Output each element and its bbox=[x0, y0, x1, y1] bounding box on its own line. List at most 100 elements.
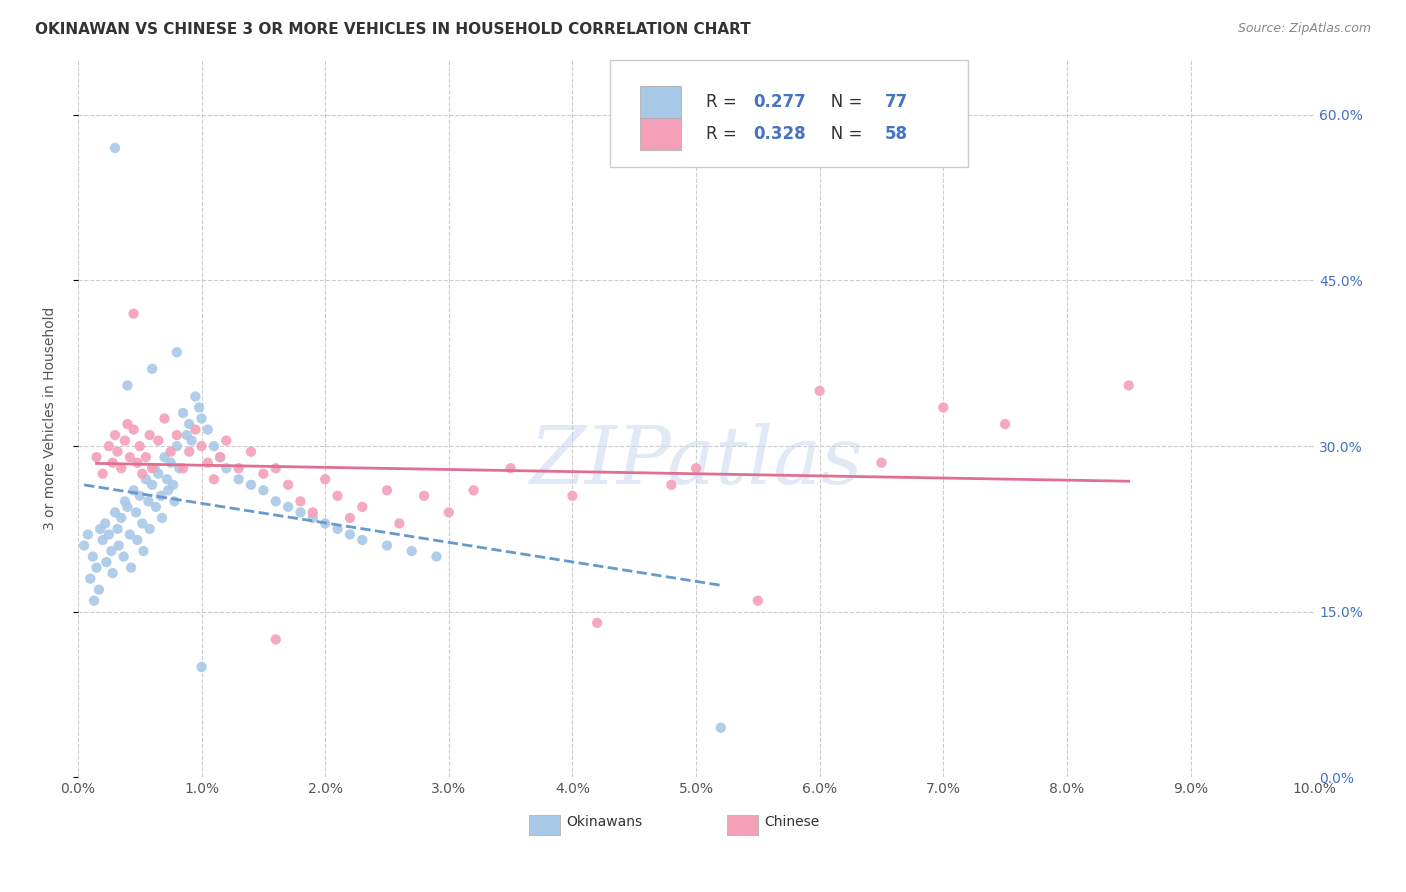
Point bbox=[326, 489, 349, 503]
Point bbox=[114, 434, 136, 448]
Point bbox=[122, 423, 145, 437]
Point bbox=[107, 539, 129, 553]
Point bbox=[1118, 378, 1140, 392]
Point bbox=[179, 444, 201, 458]
Point bbox=[145, 500, 167, 514]
Point bbox=[122, 483, 145, 498]
Point bbox=[96, 555, 118, 569]
Point bbox=[172, 461, 194, 475]
Text: N =: N = bbox=[814, 125, 868, 143]
Point bbox=[710, 721, 733, 735]
Text: 58: 58 bbox=[886, 125, 908, 143]
Point bbox=[166, 439, 188, 453]
Point bbox=[264, 632, 287, 647]
Point bbox=[326, 522, 349, 536]
Point bbox=[190, 439, 212, 453]
Point bbox=[932, 401, 955, 415]
Point bbox=[159, 456, 181, 470]
Point bbox=[138, 522, 160, 536]
Point bbox=[153, 450, 176, 465]
Point bbox=[132, 544, 155, 558]
Point bbox=[375, 539, 398, 553]
Point bbox=[107, 522, 129, 536]
Y-axis label: 3 or more Vehicles in Household: 3 or more Vehicles in Household bbox=[44, 307, 58, 530]
Point bbox=[301, 511, 323, 525]
Point bbox=[101, 566, 124, 581]
Point bbox=[110, 511, 132, 525]
Point bbox=[463, 483, 485, 498]
Point bbox=[388, 516, 411, 531]
Point bbox=[79, 572, 101, 586]
Point bbox=[117, 500, 139, 514]
Point bbox=[104, 505, 127, 519]
Point bbox=[339, 511, 361, 525]
Point bbox=[100, 544, 122, 558]
Point bbox=[202, 472, 225, 486]
Point bbox=[141, 461, 163, 475]
Text: Chinese: Chinese bbox=[763, 815, 820, 829]
Point bbox=[73, 539, 96, 553]
Point bbox=[120, 560, 142, 574]
FancyBboxPatch shape bbox=[529, 814, 560, 835]
Point bbox=[86, 560, 108, 574]
Point bbox=[148, 467, 170, 481]
Point bbox=[314, 516, 336, 531]
Point bbox=[586, 615, 609, 630]
Point bbox=[125, 505, 148, 519]
Point bbox=[101, 456, 124, 470]
Point bbox=[83, 593, 105, 607]
Point bbox=[150, 511, 173, 525]
Point bbox=[425, 549, 447, 564]
Text: N =: N = bbox=[814, 94, 868, 112]
FancyBboxPatch shape bbox=[640, 87, 682, 119]
Point bbox=[659, 477, 682, 491]
Point bbox=[197, 456, 219, 470]
Point bbox=[197, 423, 219, 437]
Point bbox=[228, 461, 250, 475]
Text: R =: R = bbox=[706, 94, 742, 112]
Point bbox=[91, 467, 114, 481]
Point bbox=[870, 456, 893, 470]
Point bbox=[86, 450, 108, 465]
Point bbox=[138, 428, 160, 442]
Point bbox=[127, 533, 149, 547]
Point bbox=[301, 505, 323, 519]
Point bbox=[290, 505, 312, 519]
Point bbox=[141, 361, 163, 376]
Point bbox=[215, 461, 238, 475]
Point bbox=[128, 489, 150, 503]
Point bbox=[413, 489, 436, 503]
Point bbox=[166, 345, 188, 359]
Point bbox=[202, 439, 225, 453]
Point bbox=[277, 500, 299, 514]
Point bbox=[808, 384, 831, 398]
Point bbox=[277, 477, 299, 491]
Point bbox=[180, 434, 202, 448]
Point bbox=[437, 505, 460, 519]
Text: 77: 77 bbox=[886, 94, 908, 112]
Text: Source: ZipAtlas.com: Source: ZipAtlas.com bbox=[1237, 22, 1371, 36]
FancyBboxPatch shape bbox=[640, 118, 682, 150]
Text: R =: R = bbox=[706, 125, 742, 143]
Point bbox=[114, 494, 136, 508]
Text: Okinawans: Okinawans bbox=[567, 815, 643, 829]
Point bbox=[157, 483, 180, 498]
Point bbox=[128, 439, 150, 453]
Text: OKINAWAN VS CHINESE 3 OR MORE VEHICLES IN HOUSEHOLD CORRELATION CHART: OKINAWAN VS CHINESE 3 OR MORE VEHICLES I… bbox=[35, 22, 751, 37]
Point bbox=[209, 450, 232, 465]
Point bbox=[184, 423, 207, 437]
Point bbox=[314, 472, 336, 486]
Point bbox=[240, 444, 263, 458]
Point bbox=[264, 494, 287, 508]
Point bbox=[166, 428, 188, 442]
Point bbox=[169, 461, 191, 475]
Point bbox=[172, 406, 194, 420]
Point bbox=[97, 439, 120, 453]
Point bbox=[153, 411, 176, 425]
Text: ZIPatlas: ZIPatlas bbox=[529, 423, 863, 500]
Point bbox=[87, 582, 110, 597]
Point bbox=[179, 417, 201, 431]
Point bbox=[264, 461, 287, 475]
Point bbox=[190, 660, 212, 674]
Point bbox=[148, 434, 170, 448]
